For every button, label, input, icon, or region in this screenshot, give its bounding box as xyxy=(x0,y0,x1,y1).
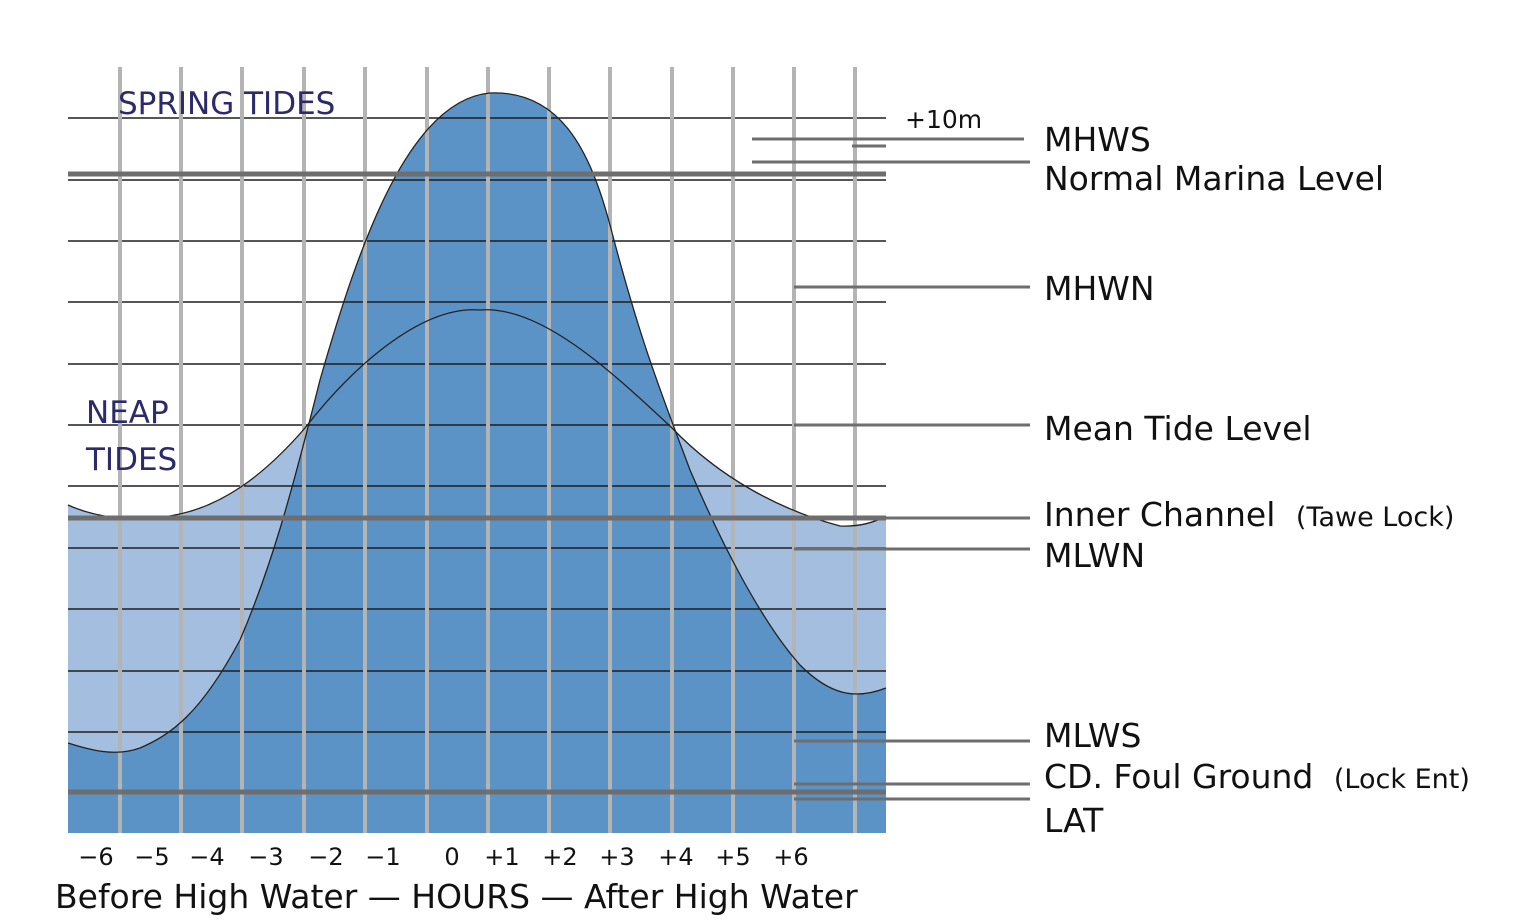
x-axis-caption: Before High Water — HOURS — After High W… xyxy=(55,877,858,916)
level-marker-lines xyxy=(752,137,1030,801)
scale-label: +10m xyxy=(905,105,982,134)
cd-foul-ground-name: CD. Foul Ground xyxy=(1044,757,1313,796)
x-tick-label: −3 xyxy=(248,843,283,871)
neap-tides-title-line1: NEAP xyxy=(86,395,169,431)
x-tick-label: −1 xyxy=(365,843,400,871)
x-tick-label: −4 xyxy=(189,843,224,871)
label-lat: LAT xyxy=(1044,801,1104,840)
x-tick-label: +1 xyxy=(484,843,519,871)
label-mlws: MLWS xyxy=(1044,716,1141,755)
neap-tide-curve xyxy=(67,309,887,527)
inner-channel-name: Inner Channel xyxy=(1044,495,1275,534)
spring-tide-curve xyxy=(67,92,887,753)
cd-foul-ground-note: (Lock Ent) xyxy=(1334,764,1470,795)
label-mean-tide-level: Mean Tide Level xyxy=(1044,409,1312,448)
spring-tide-area xyxy=(68,92,886,833)
x-tick-label: +5 xyxy=(715,843,750,871)
x-tick-label: 0 xyxy=(444,843,459,871)
neap-tides-title-line2: TIDES xyxy=(85,442,177,478)
vertical-gridlines xyxy=(118,67,857,833)
x-axis-ticks: −6 −5 −4 −3 −2 −1 0 +1 +2 +3 +4 +5 +6 xyxy=(78,843,808,871)
inner-channel-note: (Tawe Lock) xyxy=(1296,502,1454,533)
label-mhwn: MHWN xyxy=(1044,269,1155,308)
label-mlwn: MLWN xyxy=(1044,536,1145,575)
thick-level-lines xyxy=(68,171,886,795)
x-tick-label: −5 xyxy=(134,843,169,871)
x-tick-label: −2 xyxy=(308,843,343,871)
level-labels: MHWS Normal Marina Level MHWN Mean Tide … xyxy=(1044,120,1470,840)
x-tick-label: +2 xyxy=(542,843,577,871)
x-tick-label: +4 xyxy=(658,843,693,871)
label-cd-foul-ground: CD. Foul Ground (Lock Ent) xyxy=(1044,757,1470,796)
x-tick-label: −6 xyxy=(78,843,113,871)
label-inner-channel: Inner Channel (Tawe Lock) xyxy=(1044,495,1454,534)
label-normal-marina-level: Normal Marina Level xyxy=(1044,159,1384,198)
label-mhws: MHWS xyxy=(1044,120,1151,159)
x-tick-label: +3 xyxy=(599,843,634,871)
spring-tides-title: SPRING TIDES xyxy=(118,86,335,122)
x-tick-label: +6 xyxy=(773,843,808,871)
